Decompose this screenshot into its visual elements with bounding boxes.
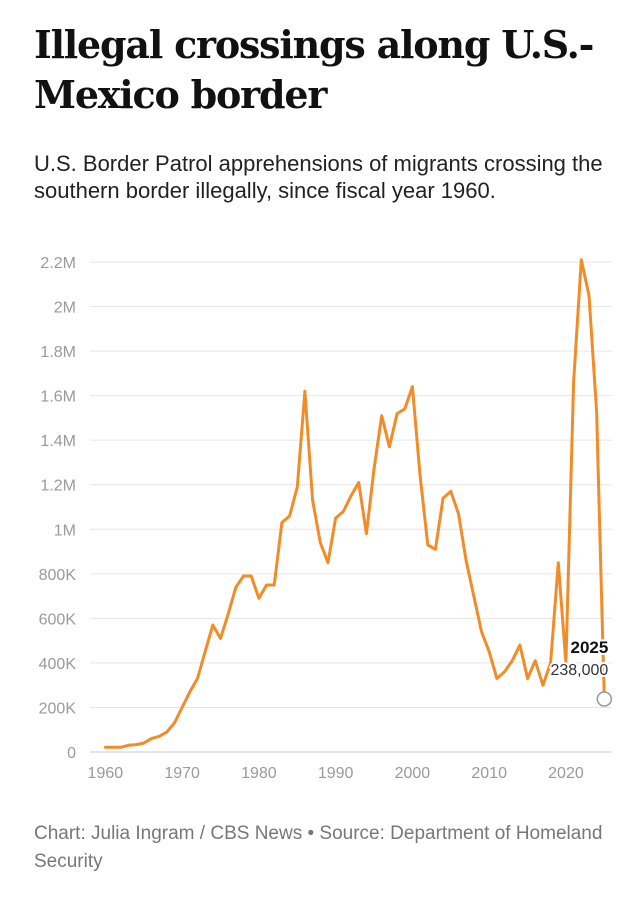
y-tick-label: 1.8M xyxy=(40,344,76,361)
y-tick-label: 1.6M xyxy=(40,389,76,406)
x-tick-label: 1980 xyxy=(241,765,277,782)
line-chart: 0 200K 400K 600K 800K 1M 1.2M 1.4M 1.6M 1.8M 2M 2.2… xyxy=(39,255,613,782)
x-axis: 1960 1970 1980 1990 2000 2010 2020 xyxy=(88,765,584,782)
y-tick-label: 2.2M xyxy=(40,255,76,272)
chart-title: Illegal crossings along U.S.-Mexico bord… xyxy=(34,22,594,117)
series-layer xyxy=(103,258,606,749)
y-tick-label: 1.4M xyxy=(40,433,76,450)
y-tick-label: 1M xyxy=(54,522,76,539)
y-tick-label: 2M xyxy=(54,300,76,317)
chart-credit: Chart: Julia Ingram / CBS News • Source:… xyxy=(34,823,603,872)
last-point-marker xyxy=(596,691,613,707)
y-tick-label: 800K xyxy=(39,567,77,584)
annotation-layer: 2025 238,000 xyxy=(548,636,613,707)
x-tick-label: 1990 xyxy=(318,765,354,782)
x-tick-label: 1970 xyxy=(164,765,200,782)
x-tick-label: 2000 xyxy=(395,765,431,782)
y-axis: 0 200K 400K 600K 800K 1M 1.2M 1.4M 1.6M 1.8M 2M 2.2… xyxy=(39,255,77,762)
x-tick-label: 2010 xyxy=(471,765,507,782)
y-tick-label: 0 xyxy=(67,745,76,762)
x-tick-label: 1960 xyxy=(88,765,124,782)
chart-subtitle: U.S. Border Patrol apprehensions of migr… xyxy=(34,151,603,203)
y-tick-label: 200K xyxy=(39,700,77,717)
annotation-value: 238,000 xyxy=(550,662,608,679)
y-tick-label: 600K xyxy=(39,611,77,628)
x-tick-label: 2020 xyxy=(548,765,584,782)
y-tick-label: 400K xyxy=(39,656,77,673)
series-line-apprehensions xyxy=(103,258,606,749)
annotation-year: 2025 xyxy=(570,638,608,657)
y-tick-label: 1.2M xyxy=(40,478,76,495)
grid-layer xyxy=(90,261,612,753)
